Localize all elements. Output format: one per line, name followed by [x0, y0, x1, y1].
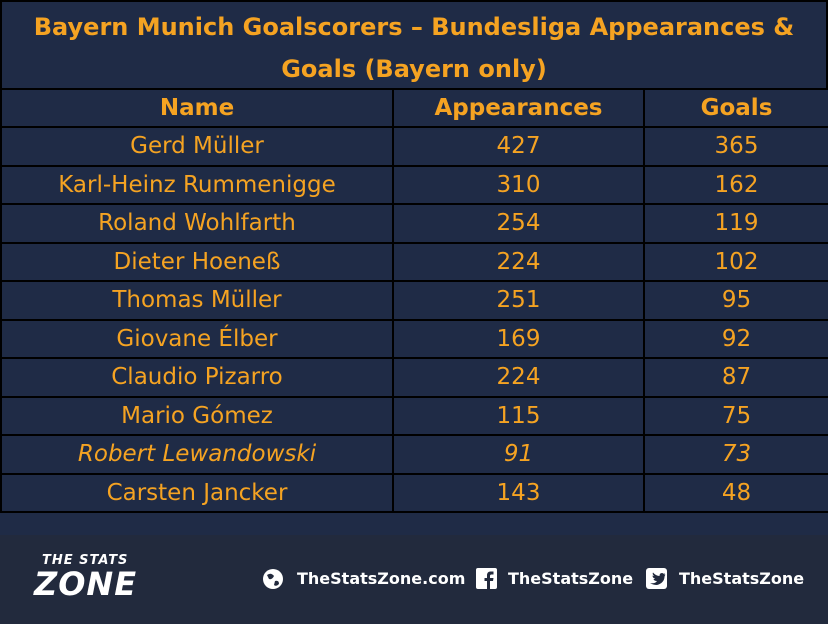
table-cell: 365 [643, 126, 828, 167]
table-row: Giovane Élber 169 92 [0, 318, 828, 359]
table-cell: 73 [643, 434, 828, 475]
table-row: Robert Lewandowski 91 73 [0, 434, 828, 475]
table-row: Claudio Pizarro 224 87 [0, 357, 828, 398]
table-row: Thomas Müller 251 95 [0, 280, 828, 321]
column-header: Name [0, 88, 394, 128]
table-cell: 427 [392, 126, 645, 167]
table-cell: Carsten Jancker [0, 472, 394, 513]
table-cell: 95 [643, 280, 828, 321]
table-cell: Robert Lewandowski [0, 434, 394, 475]
table-cell: 48 [643, 472, 828, 513]
table-header: Name Appearances Goals [0, 88, 828, 128]
table-cell: 75 [643, 395, 828, 436]
table-cell: 119 [643, 203, 828, 244]
table-row: Dieter Hoeneß 224 102 [0, 241, 828, 282]
table-cell: Gerd Müller [0, 126, 394, 167]
table-cell: Claudio Pizarro [0, 357, 394, 398]
table-cell: Karl-Heinz Rummenigge [0, 164, 394, 205]
table-cell: 143 [392, 472, 645, 513]
table-cell: 162 [643, 164, 828, 205]
table-cell: Dieter Hoeneß [0, 241, 394, 282]
table-body: Gerd Müller 427 365 Karl-Heinz Rummenigge 31… [0, 126, 828, 513]
table-row: Carsten Jancker 143 48 [0, 472, 828, 513]
table-row: Gerd Müller 427 365 [0, 126, 828, 167]
table-cell: 254 [392, 203, 645, 244]
table-cell: Thomas Müller [0, 280, 394, 321]
header-row: Name Appearances Goals [0, 88, 828, 128]
table-cell: 310 [392, 164, 645, 205]
footer: THE STATS ZONE TheStatsZone.com TheStats… [0, 535, 828, 624]
table-cell: 224 [392, 357, 645, 398]
table-cell: 91 [392, 434, 645, 475]
column-header: Goals [643, 88, 828, 128]
table: Name Appearances Goals Gerd Müller 427 365 Ka… [0, 88, 828, 513]
table-cell: 92 [643, 318, 828, 359]
table-row: Karl-Heinz Rummenigge 310 162 [0, 164, 828, 205]
title: Bayern Munich Goalscorers – Bundesliga A… [0, 0, 828, 88]
logo-bottom: ZONE [34, 565, 138, 603]
table-cell: 115 [392, 395, 645, 436]
table-cell: Roland Wohlfarth [0, 203, 394, 244]
table-cell: 87 [643, 357, 828, 398]
facebook: TheStatsZone [508, 569, 634, 588]
website: TheStatsZone.com [297, 569, 466, 588]
table-cell: Mario Gómez [0, 395, 394, 436]
twitter: TheStatsZone [679, 569, 805, 588]
table-cell: 169 [392, 318, 645, 359]
facebook-icon [476, 568, 497, 589]
table-cell: Giovane Élber [0, 318, 394, 359]
table-row: Roland Wohlfarth 254 119 [0, 203, 828, 244]
twitter-icon [646, 568, 667, 589]
table-cell: 251 [392, 280, 645, 321]
table-cell: 224 [392, 241, 645, 282]
globe-icon [263, 569, 283, 589]
logo-top: THE STATS [42, 553, 129, 568]
table-row: Mario Gómez 115 75 [0, 395, 828, 436]
table-cell: 102 [643, 241, 828, 282]
column-header: Appearances [392, 88, 645, 128]
